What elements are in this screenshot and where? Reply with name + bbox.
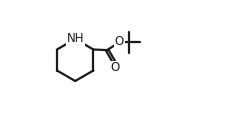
Text: NH: NH [67, 32, 84, 45]
Text: O: O [114, 35, 123, 48]
Text: O: O [110, 61, 119, 74]
